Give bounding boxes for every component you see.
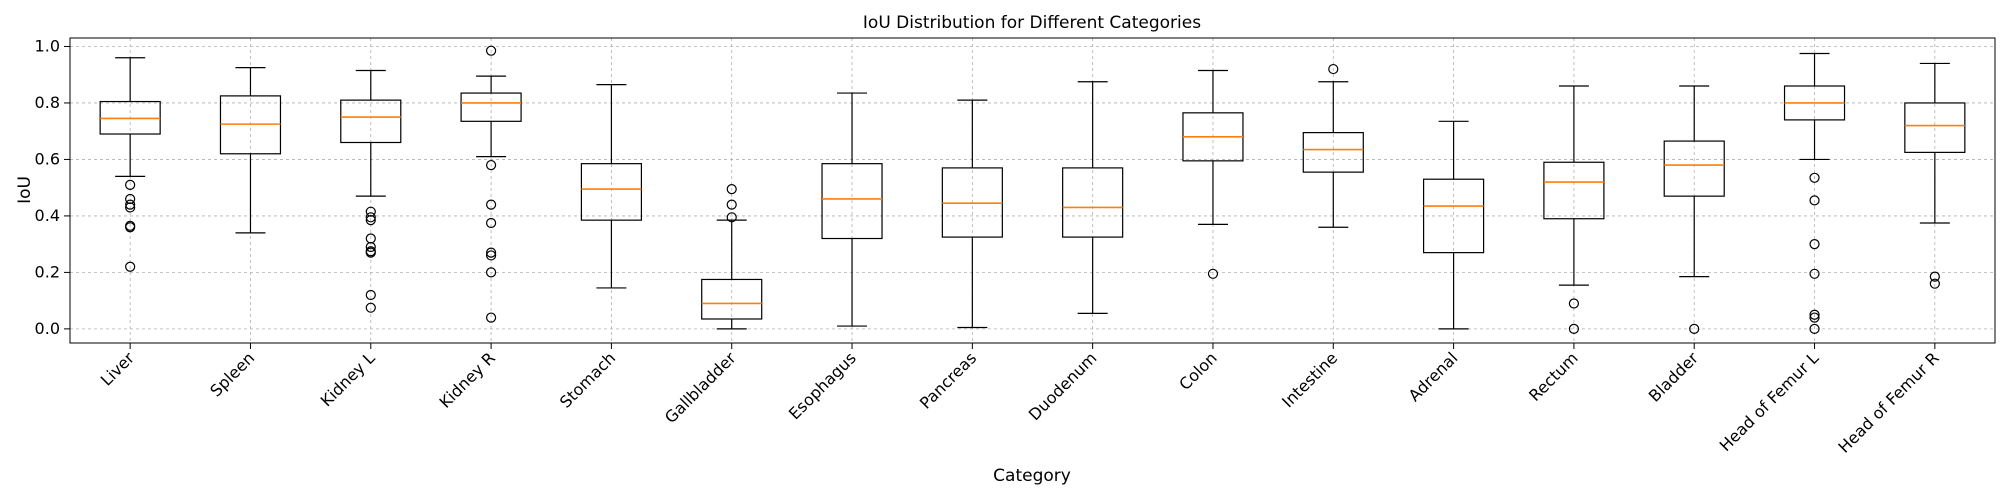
iqr-box (460, 92, 522, 122)
y-tick-label: 0.0 (35, 319, 60, 338)
x-tick-label-stomach: Stomach (556, 348, 619, 411)
box-liver (99, 57, 161, 272)
x-tick-label-bladder: Bladder (1645, 348, 1703, 406)
iqr-box (1543, 161, 1605, 220)
chart-title: IoU Distribution for Different Categorie… (863, 13, 1201, 33)
boxes-layer (99, 45, 1966, 334)
box-rectum (1543, 85, 1605, 334)
y-tick-label: 0.4 (35, 206, 60, 225)
outlier-point (1568, 298, 1580, 309)
x-tick-label-kidney-l: Kidney L (317, 348, 379, 410)
outlier-point (125, 202, 136, 213)
outlier-point (365, 212, 376, 223)
outlier-point (365, 302, 376, 313)
y-tick-label: 0.8 (35, 93, 60, 112)
x-tick-label-head-of-femur-r: Head of Femur R (1834, 348, 1942, 456)
outlier-point (365, 289, 376, 301)
iqr-box (1663, 140, 1725, 197)
outlier-point (1809, 239, 1820, 250)
outlier-point (125, 179, 136, 190)
iqr-box (1062, 167, 1124, 238)
outlier-point (365, 247, 376, 258)
x-tick-label-intestine: Intestine (1278, 348, 1341, 411)
x-tick-label-spleen: Spleen (206, 348, 258, 400)
outlier-point (1568, 323, 1580, 334)
y-tick-label: 1.0 (35, 36, 60, 55)
outlier-point (485, 217, 497, 229)
iqr-box (580, 163, 643, 221)
box-adrenal (1422, 120, 1485, 330)
outlier-point (485, 45, 497, 56)
x-tick-label-liver: Liver (97, 348, 138, 389)
iqr-box (1904, 102, 1966, 153)
box-bladder (1663, 85, 1725, 334)
outlier-point (125, 222, 136, 233)
box-esophagus (821, 92, 883, 327)
y-tick-label: 0.2 (35, 262, 60, 281)
outlier-point (485, 159, 497, 171)
outlier-point (1809, 323, 1820, 334)
iqr-box (1302, 132, 1364, 173)
iqr-box (1422, 178, 1485, 254)
x-tick-label-adrenal: Adrenal (1405, 348, 1462, 405)
outlier-point (1809, 195, 1820, 206)
outlier-point (1689, 323, 1700, 334)
x-tick-label-rectum: Rectum (1525, 348, 1582, 405)
box-intestine (1302, 63, 1364, 228)
box-spleen (219, 67, 282, 234)
box-head-of-femur-r (1904, 62, 1966, 289)
plot-frame (69, 37, 1996, 344)
x-axis-title: Category (993, 466, 1071, 486)
box-kidney-l (340, 69, 402, 313)
x-tick-label-head-of-femur-l: Head of Femur L (1716, 348, 1823, 455)
outlier-point (485, 199, 497, 210)
outlier-point (726, 212, 737, 223)
iqr-box (821, 163, 883, 240)
x-tick-label-pancreas: Pancreas (916, 348, 980, 412)
box-gallbladder (701, 183, 763, 330)
outlier-point (1929, 278, 1940, 289)
x-tick-label-kidney-r: Kidney R (435, 348, 498, 411)
box-kidney-r (460, 45, 522, 323)
box-duodenum (1062, 81, 1124, 314)
outlier-point (485, 250, 497, 261)
iqr-box (701, 278, 763, 320)
x-tick-label-duodenum: Duodenum (1025, 348, 1101, 424)
outlier-point (726, 183, 737, 195)
y-axis-title: IoU (15, 176, 35, 204)
outlier-point (485, 312, 497, 323)
outlier-point (1929, 271, 1940, 282)
box-pancreas (941, 99, 1003, 329)
x-tick-label-esophagus: Esophagus (785, 348, 860, 423)
outlier-point (365, 241, 376, 253)
outlier-point (726, 199, 737, 210)
box-colon (1182, 69, 1244, 279)
outlier-point (125, 199, 136, 210)
outlier-point (125, 261, 136, 272)
outlier-point (1809, 309, 1820, 320)
outlier-point (365, 215, 376, 226)
iqr-box (340, 99, 402, 144)
x-tick-label-colon: Colon (1175, 348, 1220, 393)
outlier-point (485, 247, 497, 258)
box-head-of-femur-l (1783, 52, 1846, 334)
grid-layer (70, 38, 1995, 343)
outlier-point (1809, 172, 1820, 183)
x-ticks: Liver Spleen Kidney L Kidney R Stomach Gallbl… (97, 343, 1943, 457)
outlier-point (1809, 268, 1820, 279)
y-tick-label: 0.6 (35, 149, 60, 168)
box-stomach (580, 83, 643, 289)
outlier-point (1328, 63, 1339, 75)
outlier-point (485, 267, 497, 278)
outlier-point (1809, 312, 1820, 323)
outlier-point (1207, 268, 1219, 279)
x-tick-label-gallbladder: Gallbladder (661, 348, 740, 427)
y-ticks: 0.0 0.2 0.4 0.6 0.8 1.0 (35, 36, 70, 338)
